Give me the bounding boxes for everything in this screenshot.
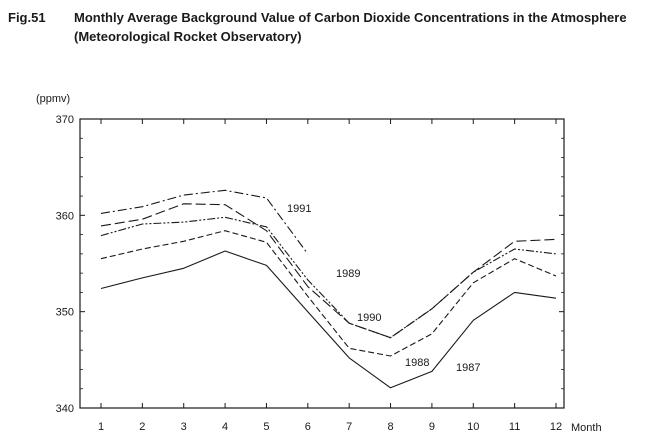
x-tick-label: 6	[305, 421, 311, 433]
y-tick-label: 360	[56, 210, 74, 222]
x-tick-label: 4	[222, 421, 228, 433]
x-tick-label: 9	[429, 421, 435, 433]
figure-number: Fig.51	[8, 10, 46, 25]
series-label-1987: 1987	[456, 362, 480, 374]
series-line-1990	[100, 203, 557, 339]
series-label-1991: 1991	[287, 203, 311, 215]
y-tick-label: 350	[56, 307, 74, 319]
figure-title-line2: (Meteorological Rocket Observatory)	[74, 29, 302, 44]
series-label-1990: 1990	[357, 312, 381, 324]
x-tick-label: 12	[550, 421, 562, 433]
y-axis-unit-label: (ppmv)	[36, 93, 70, 105]
series-label-1988: 1988	[405, 357, 429, 369]
x-tick-label: 3	[181, 421, 187, 433]
plot-frame	[79, 118, 565, 409]
series-line-1991	[100, 189, 309, 255]
series-line-1988	[100, 230, 557, 357]
figure-title: Fig.51 Monthly Average Background Value o…	[8, 8, 627, 46]
x-tick-label: 10	[467, 421, 479, 433]
y-tick-label: 340	[56, 403, 74, 415]
figure-title-line1: Monthly Average Background Value of Carb…	[74, 10, 627, 25]
x-tick-label: 2	[139, 421, 145, 433]
series-line-1987	[100, 250, 557, 389]
series-label-1989: 1989	[336, 268, 360, 280]
series-line-1989	[100, 216, 557, 339]
x-tick-label: 5	[263, 421, 269, 433]
x-tick-label: 7	[346, 421, 352, 433]
x-tick-label: 11	[509, 421, 520, 433]
y-tick-label: 370	[56, 114, 74, 126]
x-tick-label: 1	[98, 421, 104, 433]
x-tick-label: 8	[387, 421, 393, 433]
x-axis-label: Month	[571, 422, 602, 434]
